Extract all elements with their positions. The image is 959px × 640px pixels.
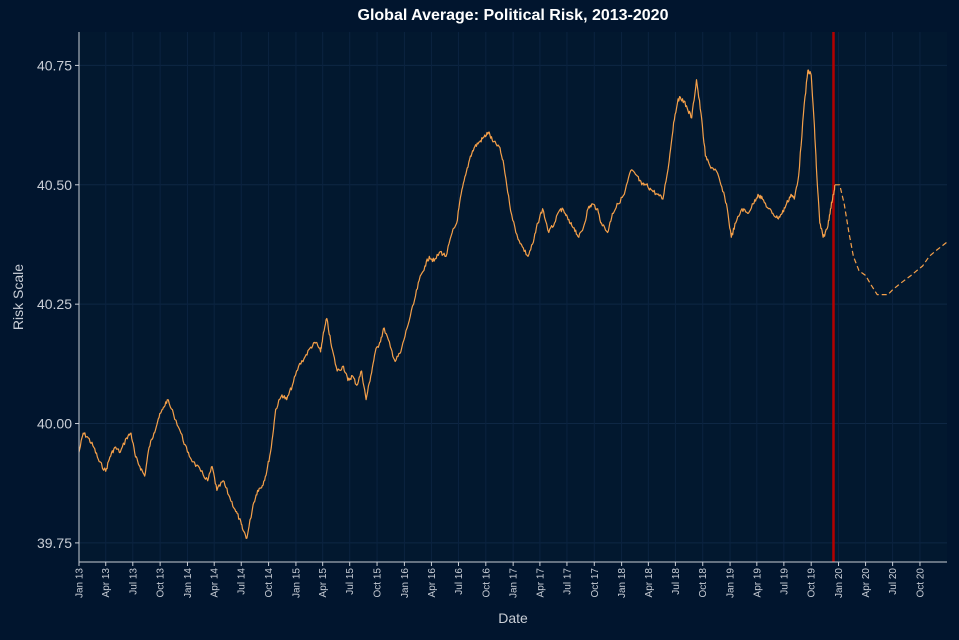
x-tick-label: Oct 13 bbox=[156, 568, 167, 598]
x-tick-label: Jan 19 bbox=[726, 568, 737, 598]
y-tick-label: 40.25 bbox=[37, 296, 72, 312]
x-tick-label: Jul 13 bbox=[128, 568, 139, 595]
x-tick-label: Apr 19 bbox=[752, 568, 763, 598]
y-tick-label: 40.50 bbox=[37, 177, 72, 193]
x-axis: Jan 13 Apr 13 Jul 13 Oct 13 Jan 14 Apr 14 Jul … bbox=[75, 562, 926, 598]
series-line-solid bbox=[78, 69, 836, 539]
x-tick-label: Jan 17 bbox=[509, 568, 520, 598]
x-tick-label: Jul 17 bbox=[562, 568, 573, 595]
x-tick-label: Jan 14 bbox=[183, 568, 194, 598]
x-tick-label: Jan 18 bbox=[617, 568, 628, 598]
y-axis-label: Risk Scale bbox=[10, 264, 26, 330]
x-tick-label: Jan 16 bbox=[400, 568, 411, 598]
x-tick-label: Oct 15 bbox=[373, 568, 384, 598]
chart-title: Global Average: Political Risk, 2013-202… bbox=[358, 7, 669, 24]
x-tick-label: Oct 20 bbox=[915, 568, 926, 598]
x-tick-label: Jul 14 bbox=[237, 568, 248, 595]
y-tick-label: 39.75 bbox=[37, 535, 72, 551]
x-tick-label: Oct 17 bbox=[590, 568, 601, 598]
x-tick-label: Jul 20 bbox=[888, 568, 899, 595]
x-tick-label: Jan 15 bbox=[291, 568, 302, 598]
x-axis-label: Date bbox=[498, 610, 528, 626]
x-tick-label: Apr 16 bbox=[427, 568, 438, 598]
x-tick-label: Jul 15 bbox=[345, 568, 356, 595]
x-tick-label: Jul 19 bbox=[779, 568, 790, 595]
x-tick-label: Jan 13 bbox=[75, 568, 86, 598]
x-tick-label: Apr 13 bbox=[101, 568, 112, 598]
x-tick-label: Oct 14 bbox=[264, 568, 275, 598]
x-tick-label: Oct 16 bbox=[481, 568, 492, 598]
y-tick-label: 40.00 bbox=[37, 416, 72, 432]
x-tick-label: Apr 17 bbox=[535, 568, 546, 598]
series-group bbox=[78, 69, 948, 539]
y-tick-label: 40.75 bbox=[37, 57, 72, 73]
x-tick-label: Jul 18 bbox=[671, 568, 682, 595]
series-line-dashed bbox=[835, 184, 948, 296]
y-axis: 39.75 40.00 40.25 40.50 40.75 bbox=[37, 57, 79, 551]
x-tick-label: Oct 18 bbox=[698, 568, 709, 598]
x-tick-label: Apr 18 bbox=[644, 568, 655, 598]
x-tick-label: Jul 16 bbox=[454, 568, 465, 595]
x-tick-label: Oct 19 bbox=[807, 568, 818, 598]
x-tick-label: Jan 20 bbox=[834, 568, 845, 598]
x-tick-label: Apr 15 bbox=[318, 568, 329, 598]
x-tick-label: Apr 14 bbox=[210, 568, 221, 598]
x-tick-label: Apr 20 bbox=[861, 568, 872, 598]
